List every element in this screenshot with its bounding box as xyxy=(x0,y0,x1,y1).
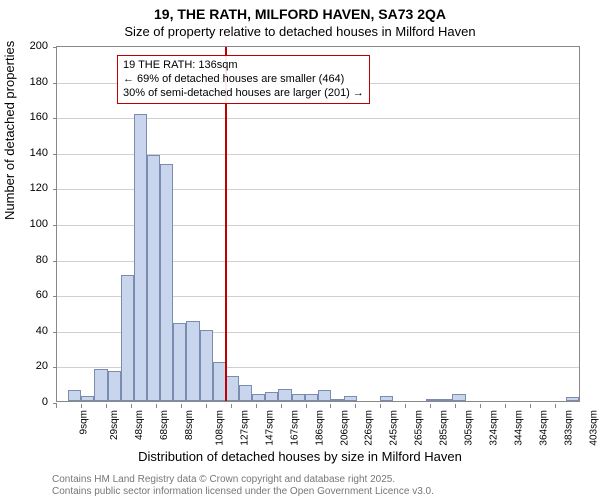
histogram-bar xyxy=(278,389,291,401)
histogram-bar xyxy=(331,399,344,401)
histogram-bar xyxy=(439,399,452,401)
histogram-bar xyxy=(265,392,278,401)
x-axis-label: Distribution of detached houses by size … xyxy=(0,449,600,464)
x-tick-label: 403sqm xyxy=(589,410,600,446)
y-tick-label: 20 xyxy=(36,360,48,372)
histogram-bar xyxy=(108,371,121,401)
histogram-bar xyxy=(68,390,81,401)
y-tick-label: 80 xyxy=(36,254,48,266)
y-tick-label: 0 xyxy=(42,396,48,408)
x-tick-label: 186sqm xyxy=(314,410,325,446)
histogram-bar xyxy=(121,275,134,401)
annotation-line-2: ← 69% of detached houses are smaller (46… xyxy=(123,73,364,87)
x-tick-label: 108sqm xyxy=(214,410,225,446)
x-tick-label: 245sqm xyxy=(389,410,400,446)
y-tick-label: 180 xyxy=(30,76,48,88)
histogram-bar xyxy=(200,330,213,401)
x-axis-ticks: 9sqm 29sqm 48sqm 68sqm 88sqm 108sqm 127sqm 147s… xyxy=(56,404,580,454)
histogram-bar xyxy=(318,390,331,401)
chart-subtitle: Size of property relative to detached ho… xyxy=(0,24,600,39)
histogram-bar xyxy=(173,323,186,401)
y-tick-label: 40 xyxy=(36,325,48,337)
histogram-bar xyxy=(305,394,318,401)
chart-title: 19, THE RATH, MILFORD HAVEN, SA73 2QA xyxy=(0,6,600,22)
x-tick-label: 48sqm xyxy=(134,410,145,440)
x-tick-label: 285sqm xyxy=(439,410,450,446)
histogram-bar xyxy=(226,376,239,401)
y-tick-label: 140 xyxy=(30,147,48,159)
histogram-bar xyxy=(252,394,265,401)
annotation-box: 19 THE RATH: 136sqm ← 69% of detached ho… xyxy=(117,55,370,104)
histogram-bar xyxy=(239,385,252,401)
histogram-bar xyxy=(160,164,173,401)
histogram-bar xyxy=(134,114,147,401)
histogram-chart: 19, THE RATH, MILFORD HAVEN, SA73 2QA Si… xyxy=(0,0,600,500)
histogram-bar xyxy=(426,399,439,401)
footer-attribution: Contains HM Land Registry data © Crown c… xyxy=(52,474,434,498)
x-tick-label: 265sqm xyxy=(414,410,425,446)
histogram-bar xyxy=(94,369,107,401)
histogram-bar xyxy=(186,321,199,401)
histogram-bar xyxy=(213,362,226,401)
x-tick-label: 9sqm xyxy=(78,410,89,434)
y-axis-ticks: 020406080100120140160180200 xyxy=(0,46,52,402)
x-tick-label: 226sqm xyxy=(364,410,375,446)
histogram-bar xyxy=(566,397,579,401)
x-tick-label: 127sqm xyxy=(239,410,250,446)
histogram-bar xyxy=(380,396,393,401)
annotation-line-1: 19 THE RATH: 136sqm xyxy=(123,59,364,73)
x-tick-label: 167sqm xyxy=(289,410,300,446)
histogram-bar xyxy=(452,394,465,401)
histogram-bar xyxy=(81,396,94,401)
x-tick-label: 305sqm xyxy=(464,410,475,446)
annotation-line-3: 30% of semi-detached houses are larger (… xyxy=(123,87,364,101)
x-tick-label: 68sqm xyxy=(159,410,170,440)
x-tick-label: 147sqm xyxy=(264,410,275,446)
x-tick-label: 88sqm xyxy=(184,410,195,440)
x-tick-label: 324sqm xyxy=(489,410,500,446)
histogram-bar xyxy=(147,155,160,401)
x-tick-label: 206sqm xyxy=(339,410,350,446)
plot-area: 19 THE RATH: 136sqm ← 69% of detached ho… xyxy=(56,46,580,402)
y-tick-label: 100 xyxy=(30,218,48,230)
y-tick-label: 120 xyxy=(30,182,48,194)
footer-line-1: Contains HM Land Registry data © Crown c… xyxy=(52,474,434,486)
y-tick-label: 200 xyxy=(30,40,48,52)
x-tick-label: 383sqm xyxy=(564,410,575,446)
y-tick-label: 160 xyxy=(30,111,48,123)
histogram-bar xyxy=(344,396,357,401)
footer-line-2: Contains public sector information licen… xyxy=(52,486,434,498)
x-tick-label: 364sqm xyxy=(539,410,550,446)
x-tick-label: 29sqm xyxy=(109,410,120,440)
y-tick-label: 60 xyxy=(36,289,48,301)
x-tick-label: 344sqm xyxy=(514,410,525,446)
histogram-bar xyxy=(292,394,305,401)
